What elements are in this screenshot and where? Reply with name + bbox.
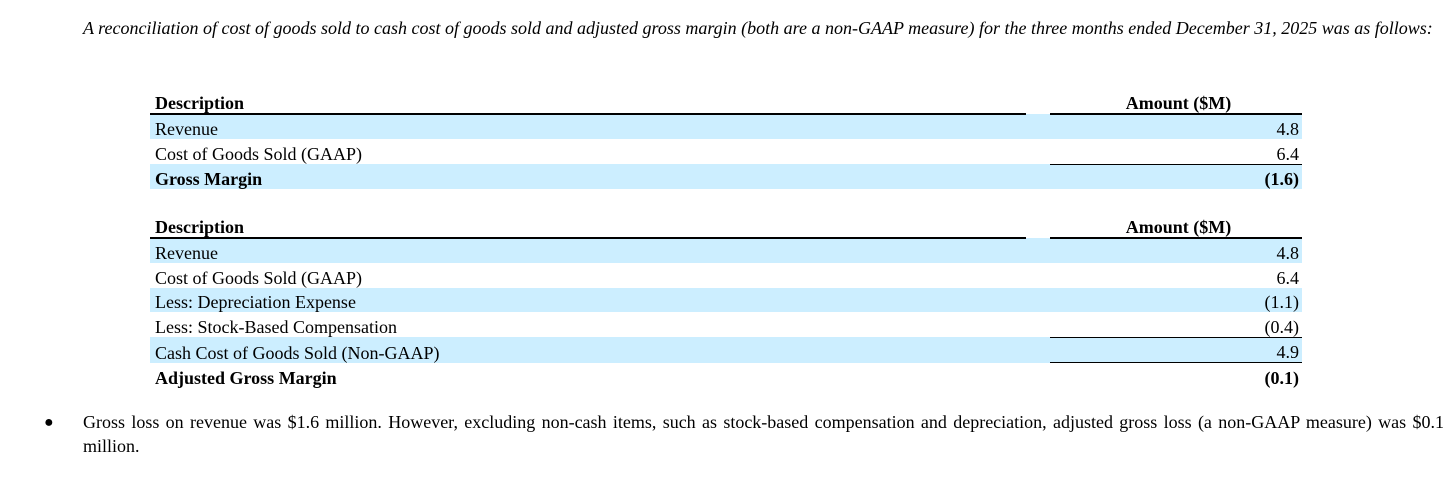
row-value: 6.4 bbox=[1276, 267, 1300, 288]
row-value: 6.4 bbox=[1276, 143, 1300, 164]
table-row: Revenue 4.8 bbox=[150, 237, 1302, 263]
row-value: (1.1) bbox=[1050, 287, 1302, 312]
row-value: 4.8 bbox=[1050, 237, 1302, 263]
bullet-text: Gross loss on revenue was $1.6 million. … bbox=[83, 412, 1444, 456]
intro-paragraph: A reconciliation of cost of goods sold t… bbox=[83, 18, 1433, 38]
description-header: Description bbox=[150, 212, 1026, 239]
row-value: (1.6) bbox=[1050, 163, 1302, 189]
subtotal-row: Cash Cost of Goods Sold (Non-GAAP) 4.9 bbox=[150, 336, 1302, 363]
row-label: Cost of Goods Sold (GAAP) bbox=[155, 144, 363, 164]
table-row: Cost of Goods Sold (GAAP) 6.4 bbox=[150, 139, 1302, 165]
row-value: 4.9 bbox=[1050, 336, 1302, 363]
table-header-row: Description Amount ($M) bbox=[150, 88, 1302, 115]
row-label: Cash Cost of Goods Sold (Non-GAAP) bbox=[150, 337, 1026, 363]
table-header-row: Description Amount ($M) bbox=[150, 212, 1302, 239]
row-label: Less: Depreciation Expense bbox=[150, 287, 1026, 312]
table-row: Less: Stock-Based Compensation (0.4) bbox=[150, 312, 1302, 338]
description-header: Description bbox=[150, 88, 1026, 115]
row-value: (0.1) bbox=[1050, 362, 1302, 388]
row-label: Gross Margin bbox=[150, 164, 1026, 189]
amount-header: Amount ($M) bbox=[1050, 212, 1302, 239]
gross-margin-table: Description Amount ($M) Revenue 4.8 Cost… bbox=[150, 88, 1302, 189]
row-label: Adjusted Gross Margin bbox=[155, 367, 337, 388]
total-row: Gross Margin (1.6) bbox=[150, 163, 1302, 189]
table-row: Less: Depreciation Expense (1.1) bbox=[150, 287, 1302, 312]
bullet-icon: ● bbox=[44, 414, 54, 431]
row-label: Revenue bbox=[150, 113, 1026, 139]
row-label: Less: Stock-Based Compensation bbox=[155, 317, 397, 337]
row-value: (0.4) bbox=[1264, 316, 1300, 337]
row-label: Revenue bbox=[150, 237, 1026, 263]
total-row: Adjusted Gross Margin (0.1) bbox=[150, 362, 1302, 388]
row-value: 4.8 bbox=[1050, 113, 1302, 139]
amount-header: Amount ($M) bbox=[1050, 88, 1302, 115]
table-row: Revenue 4.8 bbox=[150, 113, 1302, 139]
row-label: Cost of Goods Sold (GAAP) bbox=[155, 267, 363, 288]
adjusted-gross-margin-table: Description Amount ($M) Revenue 4.8 Cost… bbox=[150, 212, 1302, 388]
table-row: Cost of Goods Sold (GAAP) 6.4 bbox=[150, 263, 1302, 288]
